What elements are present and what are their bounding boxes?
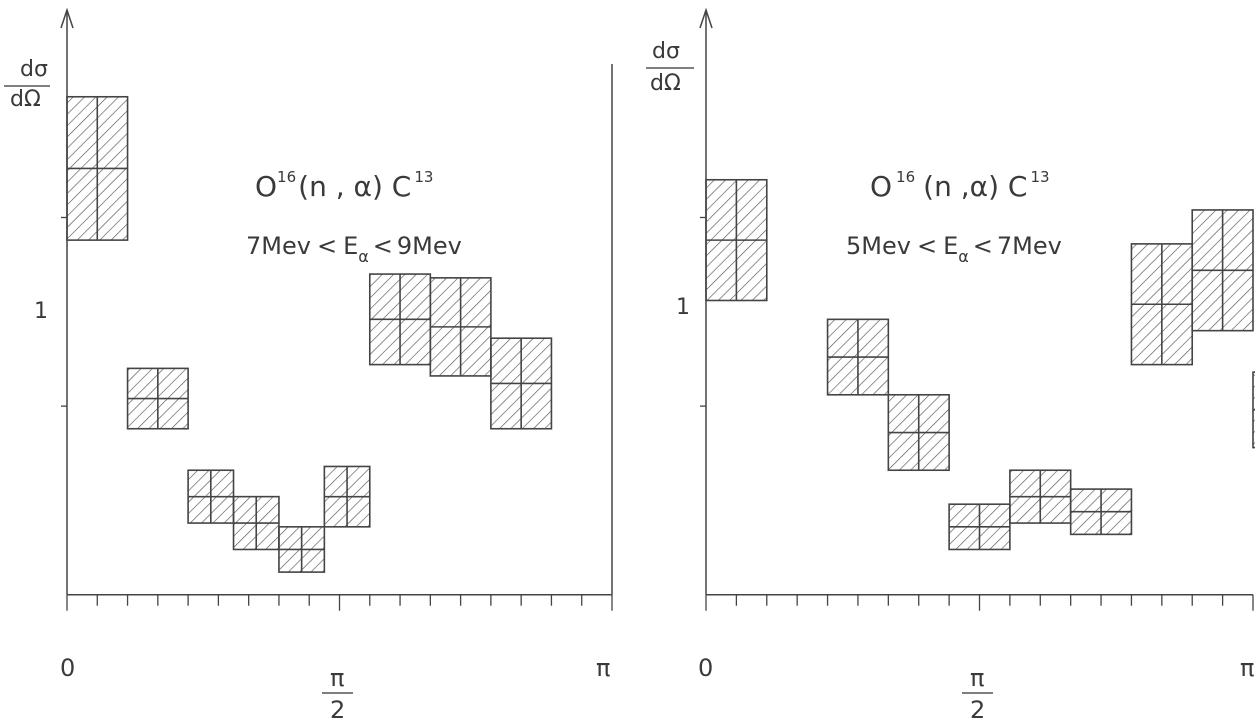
chart-title: O16(n , α) C 13 [255,168,433,203]
bars [66,95,553,573]
bar [1191,209,1254,332]
y-axis-arrow [699,7,713,29]
chart-right: dσ dΩ 1 0 π 2 π O 16 (n ,α) C 13 5Mev < Eα <7M… [646,7,1255,724]
x-tick-label-half-den: 2 [970,696,985,724]
ylabel-numerator: dσ [20,57,48,82]
axes [699,7,1254,611]
bar [278,526,326,573]
y-tick-label-1: 1 [676,295,690,320]
y-tick-label-1: 1 [34,299,48,324]
chart-title: O 16 (n ,α) C 13 [870,168,1050,203]
x-tick-label-half-pi: π [330,664,344,692]
bar [66,95,129,241]
y-axis-arrow [60,7,74,29]
bar [948,503,1011,551]
ylabel-numerator: dσ [652,39,680,64]
bar [232,495,280,551]
ylabel-denominator: dΩ [650,71,681,96]
bar [323,465,371,528]
x-tick-label-pi: π [596,654,610,682]
bar [1252,371,1255,449]
bar [1130,243,1194,366]
x-tick-label-pi: π [1240,654,1254,682]
chart-subtitle: 5Mev < Eα <7Mev [846,232,1062,266]
bar [1069,488,1133,536]
x-tick-label-zero: 0 [698,654,713,682]
x-tick-label-half-den: 2 [330,696,345,724]
bar [1009,469,1072,524]
x-tick-label-zero: 0 [60,654,75,682]
chart-subtitle: 7Mev < Eα <9Mev [246,232,462,266]
x-tick-label-half-pi: π [970,664,984,692]
bar [490,337,553,430]
bar [826,318,890,396]
bars [705,178,1255,551]
bar [705,178,768,302]
ylabel-denominator: dΩ [10,87,41,112]
bar [429,277,492,377]
bar [887,393,950,472]
bar [187,469,235,524]
bar [126,367,189,430]
bar [368,273,432,366]
chart-left: dσ dΩ 1 0 π 2 π O16(n , α) C 13 7Mev < Eα <9… [4,7,613,724]
